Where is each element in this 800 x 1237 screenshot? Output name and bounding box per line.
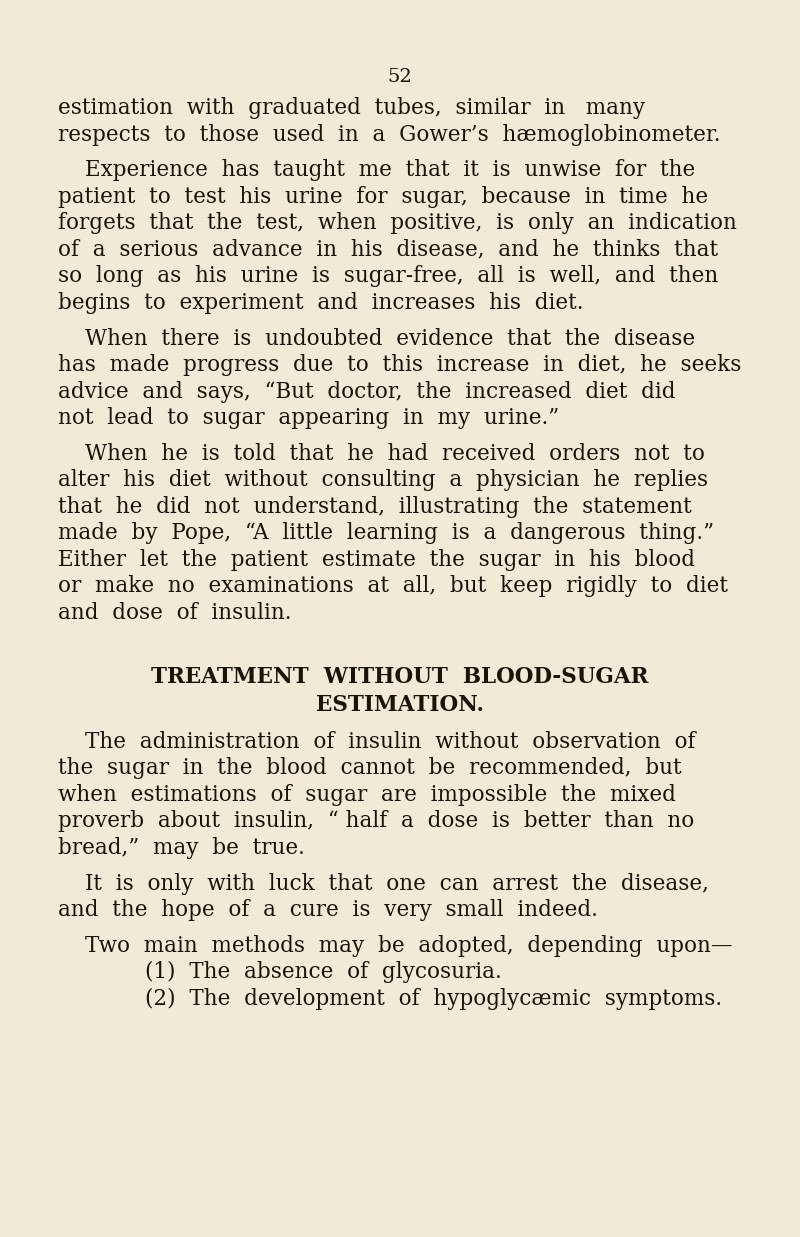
Text: and  dose  of  insulin.: and dose of insulin.: [58, 602, 291, 623]
Text: not  lead  to  sugar  appearing  in  my  urine.”: not lead to sugar appearing in my urine.…: [58, 407, 559, 429]
Text: Two  main  methods  may  be  adopted,  depending  upon—: Two main methods may be adopted, dependi…: [85, 935, 733, 957]
Text: TREATMENT  WITHOUT  BLOOD-SUGAR: TREATMENT WITHOUT BLOOD-SUGAR: [151, 666, 649, 688]
Text: It  is  only  with  luck  that  one  can  arrest  the  disease,: It is only with luck that one can arrest…: [85, 872, 709, 894]
Text: or  make  no  examinations  at  all,  but  keep  rigidly  to  diet: or make no examinations at all, but keep…: [58, 575, 728, 597]
Text: forgets  that  the  test,  when  positive,  is  only  an  indication: forgets that the test, when positive, is…: [58, 213, 737, 235]
Text: When  he  is  told  that  he  had  received  orders  not  to: When he is told that he had received ord…: [85, 443, 705, 465]
Text: that  he  did  not  understand,  illustrating  the  statement: that he did not understand, illustrating…: [58, 496, 692, 518]
Text: 52: 52: [388, 68, 412, 87]
Text: (1)  The  absence  of  glycosuria.: (1) The absence of glycosuria.: [145, 961, 502, 983]
Text: proverb  about  insulin,  “ half  a  dose  is  better  than  no: proverb about insulin, “ half a dose is …: [58, 810, 694, 833]
Text: has  made  progress  due  to  this  increase  in  diet,  he  seeks: has made progress due to this increase i…: [58, 354, 742, 376]
Text: patient  to  test  his  urine  for  sugar,  because  in  time  he: patient to test his urine for sugar, bec…: [58, 186, 708, 208]
Text: estimation  with  graduated  tubes,  similar  in   many: estimation with graduated tubes, similar…: [58, 98, 645, 119]
Text: (2)  The  development  of  hypoglycæmic  symptoms.: (2) The development of hypoglycæmic symp…: [145, 988, 722, 1009]
Text: so  long  as  his  urine  is  sugar-free,  all  is  well,  and  then: so long as his urine is sugar-free, all …: [58, 266, 718, 287]
Text: Either  let  the  patient  estimate  the  sugar  in  his  blood: Either let the patient estimate the suga…: [58, 549, 695, 571]
Text: of  a  serious  advance  in  his  disease,  and  he  thinks  that: of a serious advance in his disease, and…: [58, 239, 718, 261]
Text: Experience  has  taught  me  that  it  is  unwise  for  the: Experience has taught me that it is unwi…: [85, 160, 695, 182]
Text: the  sugar  in  the  blood  cannot  be  recommended,  but: the sugar in the blood cannot be recomme…: [58, 757, 682, 779]
Text: when  estimations  of  sugar  are  impossible  the  mixed: when estimations of sugar are impossible…: [58, 784, 676, 805]
Text: alter  his  diet  without  consulting  a  physician  he  replies: alter his diet without consulting a phys…: [58, 470, 708, 491]
Text: made  by  Pope,  “A  little  learning  is  a  dangerous  thing.”: made by Pope, “A little learning is a da…: [58, 522, 714, 544]
Text: advice  and  says,  “But  doctor,  the  increased  diet  did: advice and says, “But doctor, the increa…: [58, 381, 675, 403]
Text: ESTIMATION.: ESTIMATION.: [316, 694, 484, 715]
Text: bread,”  may  be  true.: bread,” may be true.: [58, 837, 305, 858]
Text: and  the  hope  of  a  cure  is  very  small  indeed.: and the hope of a cure is very small ind…: [58, 899, 598, 922]
Text: begins  to  experiment  and  increases  his  diet.: begins to experiment and increases his d…: [58, 292, 583, 314]
Text: The  administration  of  insulin  without  observation  of: The administration of insulin without ob…: [85, 731, 695, 753]
Text: respects  to  those  used  in  a  Gower’s  hæmoglobinometer.: respects to those used in a Gower’s hæmo…: [58, 124, 721, 146]
Text: When  there  is  undoubted  evidence  that  the  disease: When there is undoubted evidence that th…: [85, 328, 695, 350]
